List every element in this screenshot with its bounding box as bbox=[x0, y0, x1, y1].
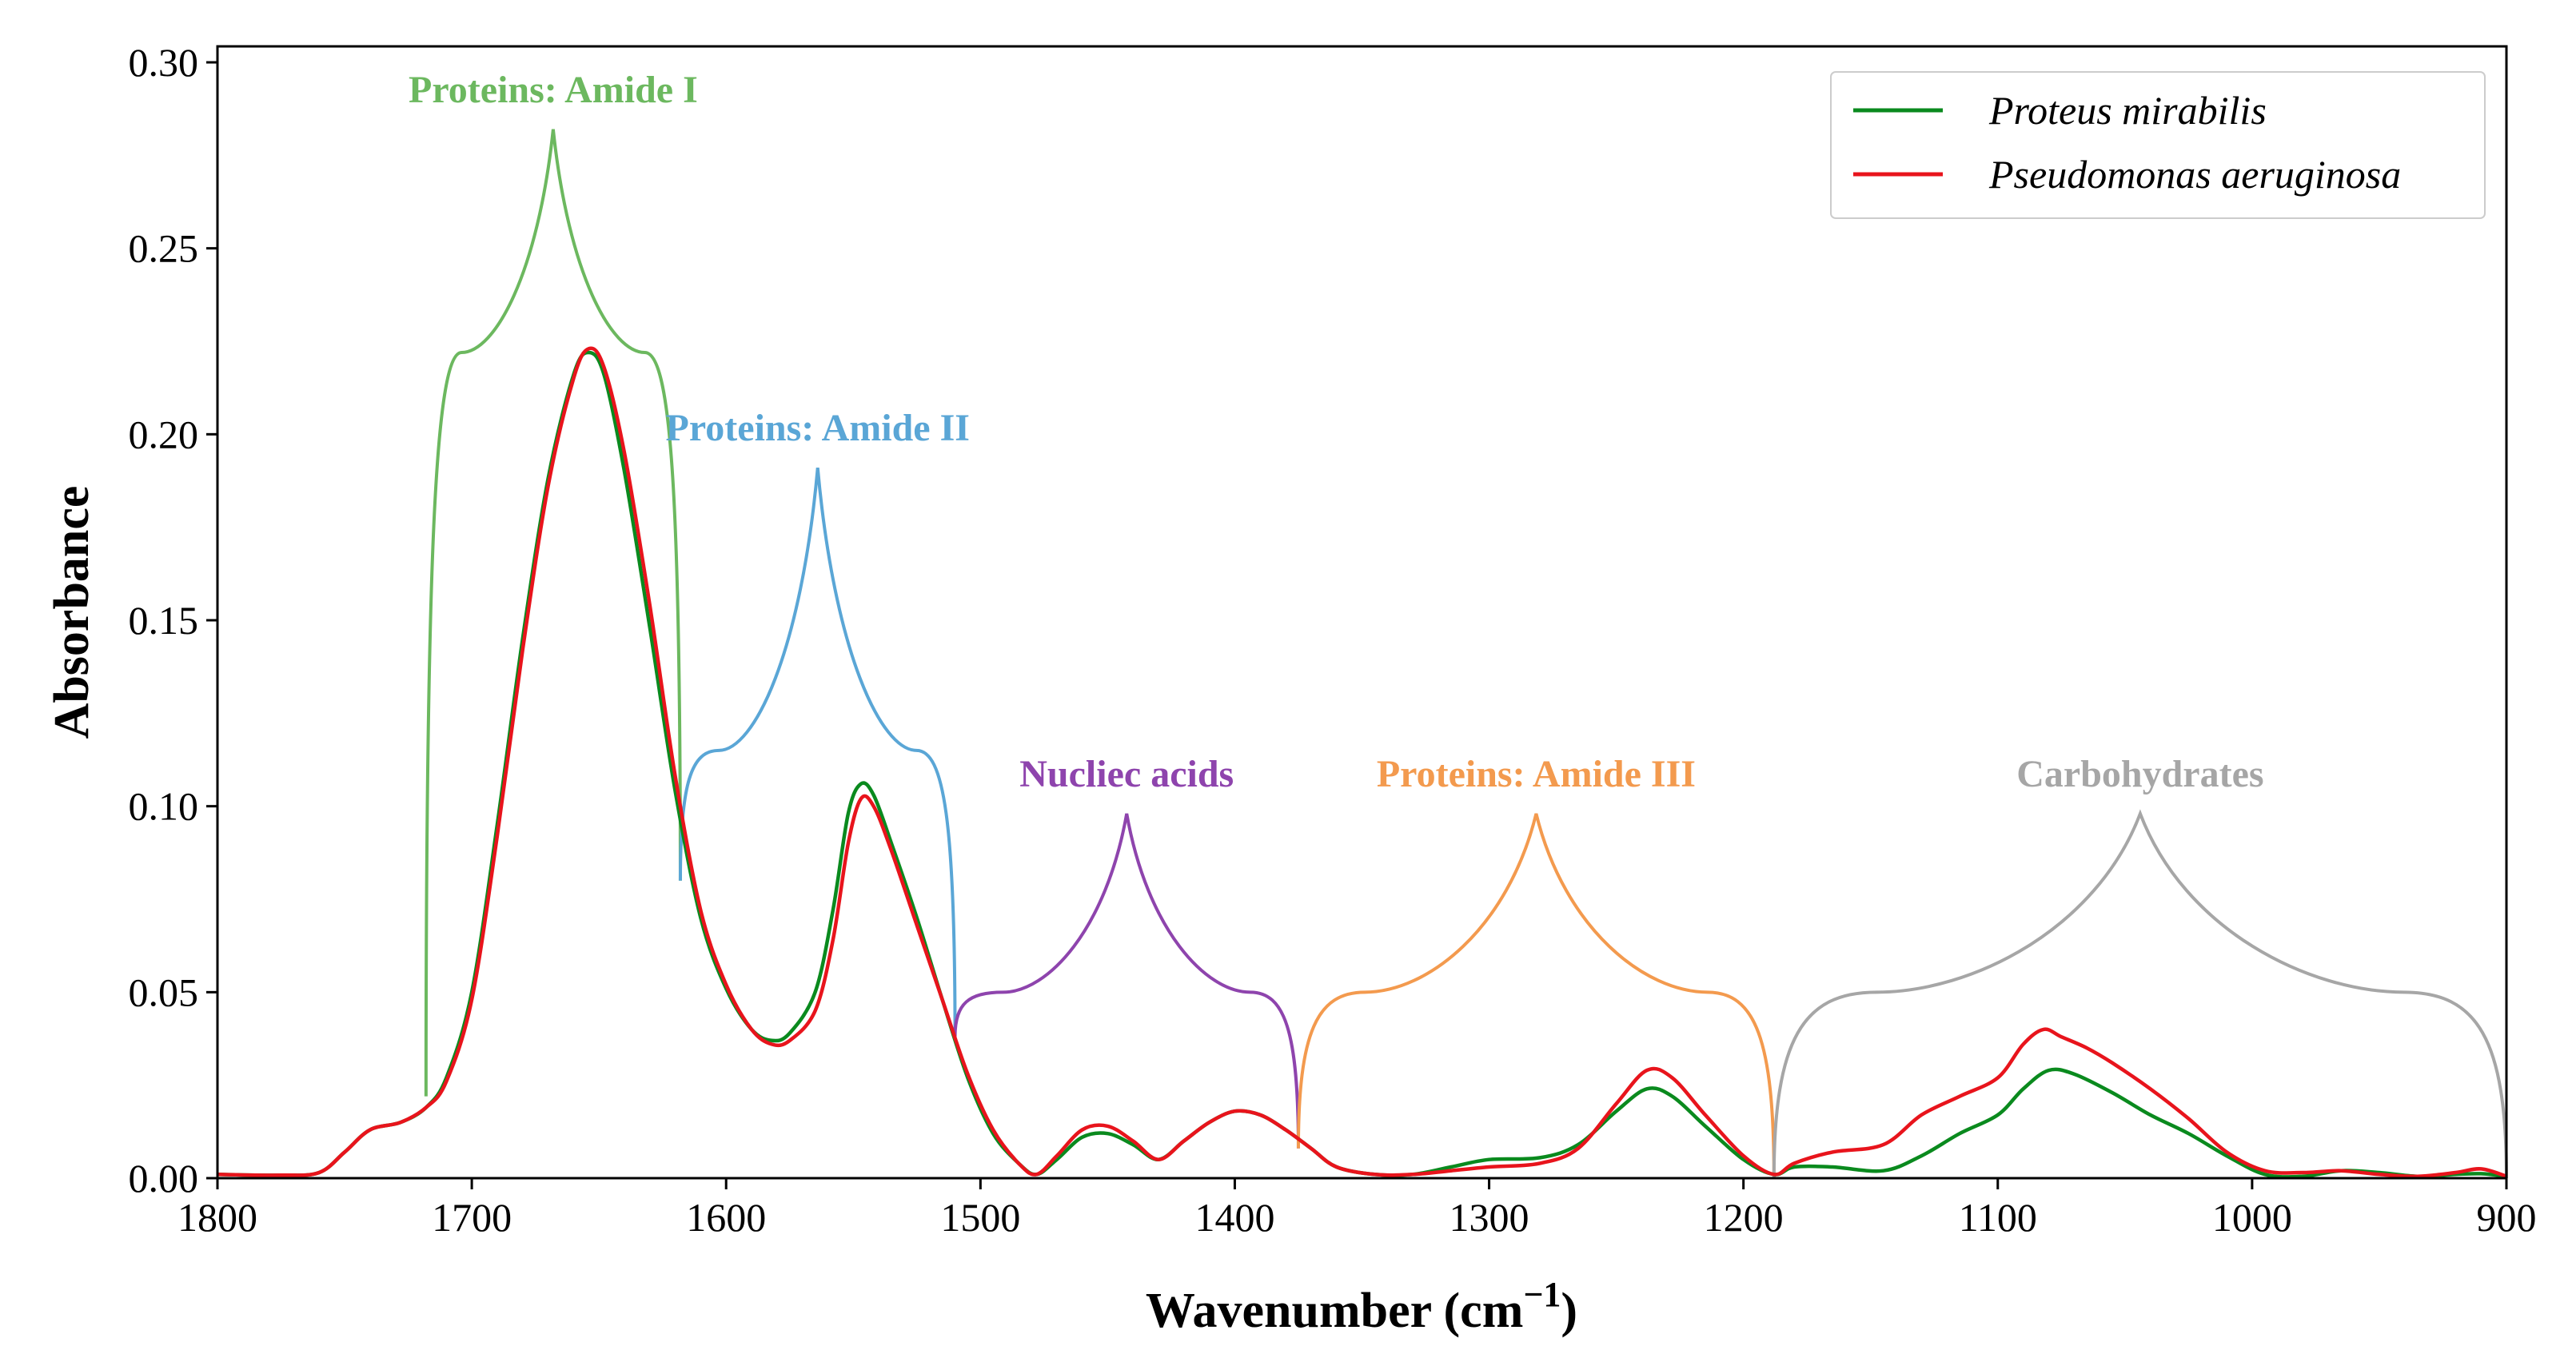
x-axis-title-close: ) bbox=[1561, 1284, 1577, 1338]
y-axis-ticks: 0.00 0.05 0.10 0.15 0.20 0.25 0.30 bbox=[129, 40, 217, 1201]
legend-label-pseudomonas: Pseudomonas aeruginosa bbox=[1988, 152, 2401, 197]
region-brackets bbox=[424, 129, 2508, 1179]
x-tick-label: 1800 bbox=[177, 1195, 257, 1240]
x-tick-label: 1300 bbox=[1449, 1195, 1529, 1240]
region-label: Nucliec acids bbox=[1019, 753, 1234, 795]
region-label: Carbohydrates bbox=[2016, 753, 2263, 795]
region-bracket bbox=[424, 129, 682, 1097]
region-bracket bbox=[1772, 809, 2508, 1179]
x-tick-label: 1200 bbox=[1704, 1195, 1784, 1240]
x-axis-title-superscript: −1 bbox=[1523, 1275, 1561, 1314]
x-tick-label: 1700 bbox=[432, 1195, 512, 1240]
x-tick-label: 900 bbox=[2477, 1195, 2537, 1240]
region-label: Proteins: Amide III bbox=[1377, 753, 1696, 795]
series-line-pseudomonas-aeruginosa bbox=[217, 346, 2507, 1179]
x-axis-title: Wavenumber (cm−1) bbox=[1146, 1275, 1577, 1338]
region-bracket bbox=[1296, 813, 1776, 1179]
y-tick-label: 0.25 bbox=[129, 226, 199, 271]
x-axis-title-main: Wavenumber (cm bbox=[1146, 1284, 1523, 1338]
y-axis-title: Absorbance bbox=[45, 486, 99, 739]
region-bracket bbox=[678, 468, 957, 1037]
legend-box bbox=[1830, 71, 2486, 219]
y-tick-label: 0.00 bbox=[129, 1156, 199, 1201]
y-tick-label: 0.15 bbox=[129, 598, 199, 643]
region-labels: Proteins: Amide I Proteins: Amide II Nucli… bbox=[409, 69, 2264, 795]
x-axis-ticks: 1800 1700 1600 1500 1400 1300 1200 1100 1000 900 bbox=[177, 1178, 2537, 1240]
x-tick-label: 1000 bbox=[2212, 1195, 2292, 1240]
series-lines bbox=[217, 346, 2507, 1179]
region-bracket bbox=[953, 813, 1300, 1149]
y-tick-label: 0.10 bbox=[129, 784, 199, 829]
y-tick-label: 0.20 bbox=[129, 412, 199, 456]
region-label: Proteins: Amide II bbox=[666, 407, 970, 449]
x-tick-label: 1400 bbox=[1194, 1195, 1274, 1240]
y-tick-label: 0.30 bbox=[129, 40, 199, 85]
x-tick-label: 1600 bbox=[686, 1195, 766, 1240]
x-tick-label: 1100 bbox=[1959, 1195, 2037, 1240]
legend: Proteus mirabilis Pseudomonas aeruginosa bbox=[1830, 71, 2486, 219]
y-tick-label: 0.05 bbox=[129, 970, 199, 1014]
x-tick-label: 1500 bbox=[940, 1195, 1020, 1240]
legend-label-proteus: Proteus mirabilis bbox=[1988, 88, 2267, 133]
plot-frame bbox=[216, 45, 2508, 1180]
region-label: Proteins: Amide I bbox=[409, 69, 698, 111]
